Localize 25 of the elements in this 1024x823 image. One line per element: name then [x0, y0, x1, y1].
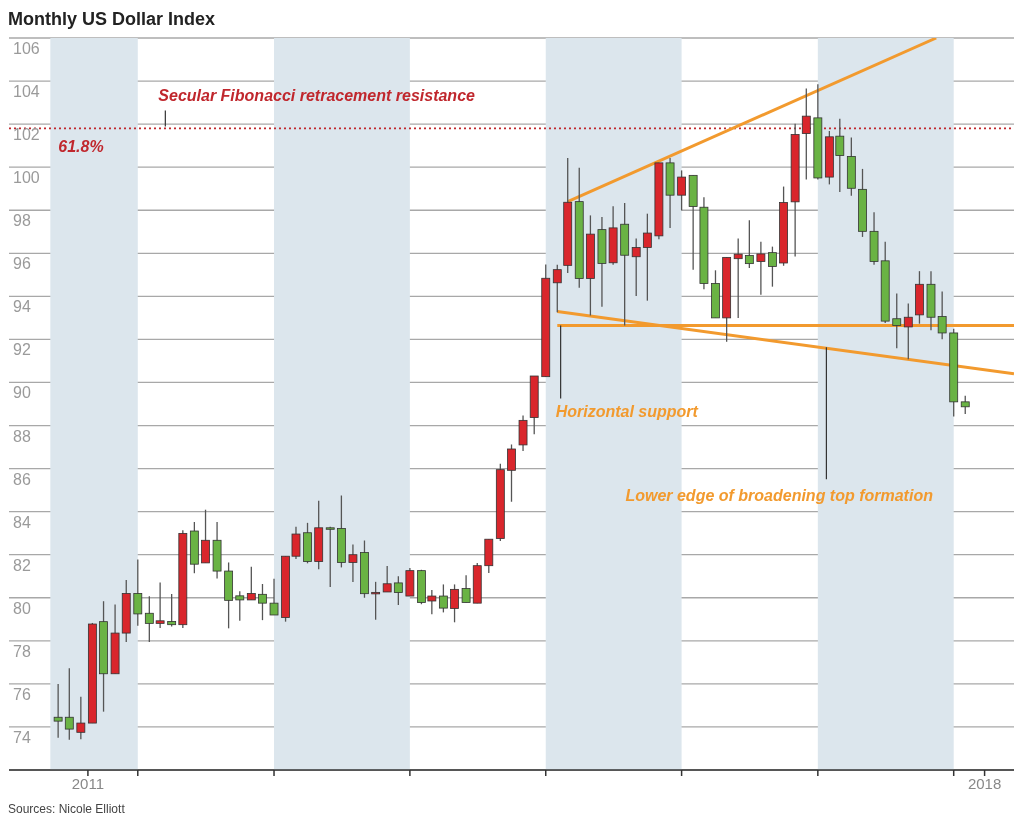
y-tick-label: 80: [13, 599, 31, 617]
y-tick-label: 94: [13, 298, 31, 316]
y-tick-label: 92: [13, 341, 31, 359]
y-tick-label: 76: [13, 685, 31, 703]
y-tick-label: 82: [13, 556, 31, 574]
y-tick-label: 78: [13, 642, 31, 660]
y-tick-label: 88: [13, 427, 31, 445]
annotation: Secular Fibonacci retracement resistance: [158, 87, 476, 105]
y-tick-label: 96: [13, 255, 31, 273]
chart-title: Monthly US Dollar Index: [8, 8, 217, 30]
y-tick-label: 86: [13, 470, 31, 488]
y-tick-label: 102: [13, 126, 40, 144]
annotation: Lower edge of broadening top formation: [625, 487, 934, 505]
y-tick-label: 100: [13, 169, 40, 187]
y-tick-label: 90: [13, 384, 31, 402]
source-note: Sources: Nicole Elliott: [8, 802, 125, 816]
annotation: 61.8%: [58, 138, 104, 156]
annotation: Horizontal support: [555, 403, 699, 421]
x-tick-label: 2011: [71, 774, 105, 792]
y-tick-label: 106: [13, 40, 40, 57]
y-tick-label: 84: [13, 513, 31, 531]
y-tick-label: 98: [13, 212, 31, 230]
x-tick-label: 2018: [967, 774, 1002, 792]
y-tick-label: 74: [13, 728, 31, 746]
y-tick-label: 104: [13, 83, 40, 101]
